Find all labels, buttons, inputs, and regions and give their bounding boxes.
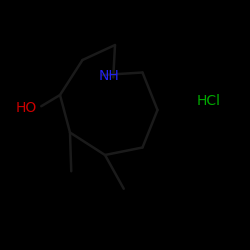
- Text: NH: NH: [98, 69, 119, 83]
- Text: HCl: HCl: [197, 94, 221, 108]
- Text: HO: HO: [16, 100, 37, 114]
